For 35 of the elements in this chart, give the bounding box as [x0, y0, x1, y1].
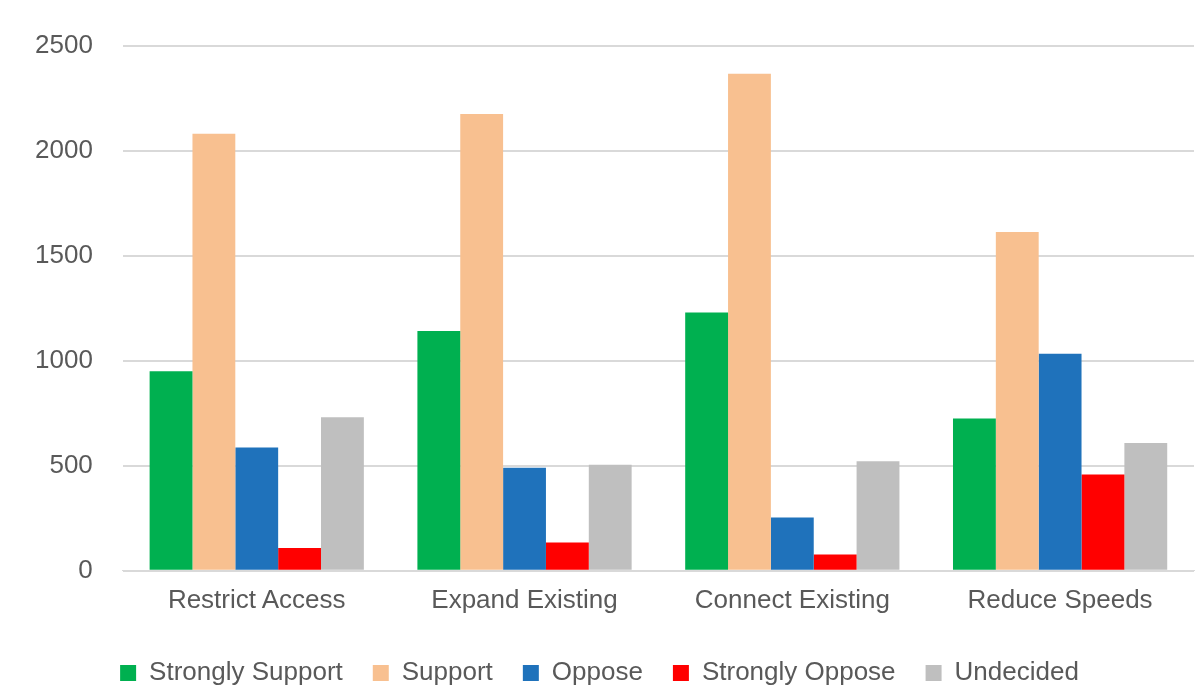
legend-label: Strongly Oppose	[701, 656, 896, 687]
legend-label: Strongly Support	[149, 656, 344, 687]
bar	[235, 447, 279, 570]
legend-label: Oppose	[551, 656, 643, 687]
bar	[813, 554, 857, 570]
bar	[192, 133, 236, 570]
bar	[149, 371, 193, 570]
y-tick-label: 2500	[35, 28, 93, 59]
bar	[728, 73, 771, 570]
bar	[460, 114, 504, 570]
bar	[685, 312, 729, 570]
bar	[1081, 474, 1125, 570]
bar	[856, 461, 900, 570]
bar	[1124, 443, 1168, 570]
bar	[1038, 353, 1082, 570]
legend-label: Undecided	[954, 656, 1079, 687]
y-tick-label: 500	[49, 448, 93, 479]
y-tick-label: 2000	[35, 133, 93, 164]
bar	[995, 231, 1039, 570]
y-tick-label: 1500	[35, 238, 93, 269]
x-tick-label: Reduce Speeds	[967, 583, 1153, 614]
bar	[545, 542, 589, 570]
y-tick-label: 0	[78, 553, 93, 584]
y-tick-label: 1000	[35, 343, 93, 374]
bar	[278, 547, 321, 570]
x-tick-label: Expand Existing	[431, 583, 618, 614]
bar	[503, 467, 546, 570]
bar	[417, 330, 461, 570]
bar	[770, 517, 814, 570]
x-tick-label: Restrict Access	[167, 583, 346, 614]
bar	[321, 417, 364, 570]
legend-label: Support	[401, 656, 494, 687]
bar	[952, 418, 996, 570]
x-tick-label: Connect Existing	[694, 583, 890, 614]
bar	[588, 464, 632, 570]
